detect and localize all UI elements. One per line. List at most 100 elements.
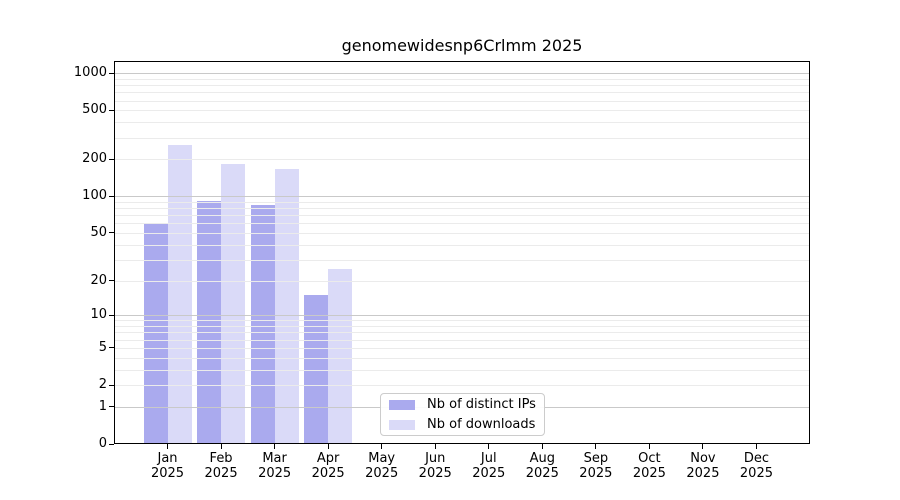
grid-line-major [114,315,810,316]
x-tick [167,444,169,449]
grid-line-minor [114,348,810,349]
grid-line-minor [114,281,810,282]
x-tick [488,444,490,449]
x-tick [541,444,543,449]
x-tick-month: Nov [690,451,716,466]
x-tick-label-dec: Dec 2025 [726,451,786,481]
x-tick [702,444,704,449]
x-tick-label-feb: Feb 2025 [191,451,251,481]
x-tick-year: 2025 [472,466,506,481]
x-tick-label-jun: Jun 2025 [405,451,465,481]
x-tick-month: Mar [262,451,287,466]
y-tick [109,158,114,160]
grid-line-minor [114,215,810,216]
grid-line-minor [114,260,810,261]
y-tick-label: 50 [90,224,107,240]
grid-line-minor [114,138,810,139]
chart-title: genomewidesnp6Crlmm 2025 [341,36,583,55]
x-tick [434,444,436,449]
legend-label-distinct-ips: Nb of distinct IPs [427,397,536,412]
x-tick-month: Aug [529,451,555,466]
grid-line-minor [114,85,810,86]
y-tick [109,347,114,349]
x-tick-year: 2025 [525,466,559,481]
x-tick-label-jul: Jul 2025 [459,451,519,481]
grid-line-minor [114,370,810,371]
grid-line-minor [114,202,810,203]
y-tick [109,109,114,111]
x-tick-year: 2025 [311,466,345,481]
y-tick-label: 10 [90,307,107,323]
x-tick-label-jan: Jan 2025 [138,451,198,481]
grid-line-minor [114,101,810,102]
grid-line-minor [114,79,810,80]
x-tick-month: Jan [157,451,178,466]
bar-nb-of-downloads-mar [274,168,299,443]
grid-line-minor [114,358,810,359]
x-tick-year: 2025 [418,466,452,481]
x-tick-year: 2025 [579,466,613,481]
x-tick [220,444,222,449]
x-tick-year: 2025 [739,466,773,481]
legend-label-downloads: Nb of downloads [427,417,536,432]
x-tick-month: Oct [638,451,661,466]
legend-swatch-downloads [389,419,415,430]
x-tick-label-oct: Oct 2025 [619,451,679,481]
bar-nb-of-distinct-ips-jan [143,223,168,443]
x-tick [595,444,597,449]
x-tick-month: Feb [209,451,233,466]
x-tick-year: 2025 [258,466,292,481]
grid-line-minor [114,326,810,327]
x-tick [755,444,757,449]
grid-line-minor [114,245,810,246]
x-tick-label-apr: Apr 2025 [298,451,358,481]
bar-nb-of-downloads-apr [328,269,353,443]
x-tick-year: 2025 [632,466,666,481]
y-tick-label: 100 [82,188,107,204]
y-tick-label: 5 [98,339,107,355]
y-tick [109,72,114,74]
y-tick-label: 20 [90,272,107,288]
x-tick [274,444,276,449]
bar-nb-of-distinct-ips-apr [304,295,329,443]
grid-line-minor [114,122,810,123]
y-tick [109,280,114,282]
grid-line-minor [114,110,810,111]
x-tick-month: May [368,451,396,466]
x-tick-year: 2025 [150,466,185,481]
grid-line-major [114,196,810,197]
y-tick-label: 500 [82,102,107,118]
x-tick-year: 2025 [686,466,720,481]
x-tick-label-sep: Sep 2025 [566,451,626,481]
y-tick [109,232,114,234]
y-tick [109,314,114,316]
legend: Nb of distinct IPs Nb of downloads [380,393,545,436]
x-tick-label-mar: Mar 2025 [245,451,305,481]
bar-nb-of-downloads-feb [221,163,246,443]
y-tick [109,384,114,386]
x-tick-month: Jul [480,451,497,466]
x-tick-month: Sep [583,451,609,466]
y-tick [109,195,114,197]
legend-row-distinct-ips: Nb of distinct IPs [389,396,538,413]
x-tick [381,444,383,449]
y-tick-label: 0 [98,436,107,451]
y-tick [109,406,114,408]
y-tick-label: 1 [98,398,107,414]
legend-row-downloads: Nb of downloads [389,416,538,433]
grid-line-minor [114,208,810,209]
grid-line-minor [114,223,810,224]
x-tick-label-nov: Nov 2025 [673,451,733,481]
x-tick [327,444,329,449]
grid-line-minor [114,332,810,333]
grid-line-minor [114,340,810,341]
x-tick-label-may: May 2025 [352,451,412,481]
y-tick-label: 200 [82,151,107,167]
x-tick-year: 2025 [204,466,238,481]
x-tick-month: Jun [425,451,446,466]
x-tick-year: 2025 [365,466,399,481]
grid-line-minor [114,233,810,234]
y-tick-label: 2 [98,377,107,393]
grid-line-minor [114,385,810,386]
